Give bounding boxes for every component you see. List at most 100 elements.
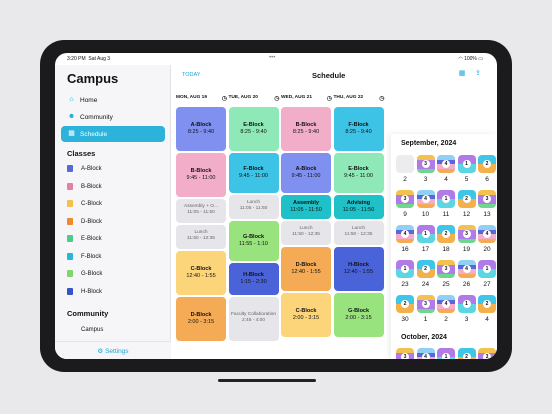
house-icon: ⌂	[69, 96, 74, 103]
calendar-day-cell[interactable]: 1	[457, 155, 476, 173]
calendar-day-cell[interactable]: 4	[457, 260, 476, 278]
schedule-block[interactable]: G-Block 2:00 - 3:15	[333, 293, 384, 337]
schedule-block[interactable]: Lunch 11:50 - 12:35	[176, 225, 226, 249]
calendar-day-cell[interactable]: 3	[437, 260, 455, 278]
schedule-block[interactable]: C-Block 2:00 - 3:15	[281, 293, 331, 337]
calendar-day-cell[interactable]: 4	[416, 190, 435, 208]
calendar-day-cell[interactable]: 3	[478, 190, 496, 208]
calendar-date: 26	[462, 281, 471, 288]
calendar-day-cell[interactable]: 3	[457, 225, 476, 243]
schedule-block[interactable]: D-Block 2:00 - 3:15	[176, 297, 226, 341]
schedule-block[interactable]: C-Block 12:40 - 1:55	[176, 251, 226, 295]
calendar-day-cell[interactable]: 2	[478, 295, 496, 313]
clock-icon[interactable]: ◷	[274, 96, 280, 102]
today-button[interactable]: TODAY	[182, 72, 201, 78]
calendar-date: 3	[464, 316, 469, 323]
calendar-day-cell[interactable]: 3	[478, 348, 496, 359]
sidebar-class-e-block[interactable]: E-Block	[67, 233, 163, 245]
calendar-day-cell[interactable]: 2	[457, 190, 476, 208]
sidebar-class-a-block[interactable]: A-Block	[67, 163, 163, 175]
calendar-date: 20	[483, 246, 491, 253]
schedule-block[interactable]: Advising 11:05 - 11:50	[333, 195, 384, 219]
calendar-day-cell[interactable]: 4	[478, 225, 496, 243]
calendar-day-cell[interactable]: 3	[396, 190, 414, 208]
clock-icon[interactable]: ◷	[221, 96, 227, 102]
calendar-day-cell[interactable]: 4	[416, 348, 435, 359]
rotation-day-number: 4	[421, 353, 430, 359]
day-column: TUE, AUG 20 ◷ E-Block 8:25 - 9:40 F-Block 9:4…	[228, 95, 280, 359]
schedule-block[interactable]: E-Block 8:25 - 9:40	[228, 107, 279, 151]
sidebar-class-g-block[interactable]: G-Block	[67, 268, 163, 280]
schedule-block[interactable]: B-Block 8:25 - 9:40	[281, 107, 331, 151]
schedule-block[interactable]: Lunch 11:05 - 11:50	[228, 195, 279, 219]
schedule-block[interactable]: F-Block 8:25 - 9:40	[333, 107, 384, 151]
clock-icon[interactable]: ◷	[379, 96, 385, 102]
calendar-toggle-icon[interactable]: ▦	[458, 70, 466, 77]
calendar-day-cell[interactable]	[396, 155, 414, 173]
calendar-day-cell[interactable]: 2	[457, 348, 476, 359]
nav-schedule[interactable]: ▦ Schedule	[61, 126, 165, 142]
status-battery: ◠ 100% ▭	[458, 56, 483, 62]
schedule-block[interactable]: Assembly + O... 11:05 - 11:50	[176, 199, 226, 223]
schedule-block[interactable]: G-Block 11:55 - 1:10	[228, 221, 279, 261]
sidebar-class-f-block[interactable]: F-Block	[67, 251, 163, 263]
calendar-day-cell[interactable]: 1	[396, 260, 414, 278]
calendar-day-cell[interactable]: 4	[437, 295, 455, 313]
clock-icon[interactable]: ◷	[326, 96, 332, 102]
calendar-icon: ▦	[68, 130, 75, 137]
block-name: G-Block	[242, 234, 265, 240]
sidebar: Campus ⌂ Home ☻ Community ▦ Schedule Cla…	[55, 65, 171, 359]
calendar-day-cell[interactable]: 4	[396, 225, 414, 243]
block-name: Assembly + O...	[184, 204, 218, 209]
schedule-block[interactable]: F-Block 9:45 - 11:00	[228, 153, 279, 193]
calendar-date: 9	[403, 211, 407, 218]
calendar-date: 25	[442, 281, 450, 288]
schedule-block[interactable]: D-Block 12:40 - 1:55	[281, 247, 331, 291]
calendar-day-cell[interactable]: 1	[478, 260, 496, 278]
sidebar-class-h-block[interactable]: H-Block	[67, 286, 163, 298]
multitask-dots[interactable]: •••	[269, 55, 276, 61]
schedule-block[interactable]: H-Block 12:40 - 1:55	[333, 247, 384, 291]
nav-community[interactable]: ☻ Community	[67, 113, 113, 121]
schedule-block[interactable]: Lunch 11:50 - 12:35	[333, 221, 384, 245]
schedule-block[interactable]: H-Block 1:15 - 2:30	[228, 263, 279, 295]
settings-button[interactable]: ⚙ Settings	[97, 348, 129, 355]
schedule-block[interactable]: A-Block 9:45 - 11:00	[281, 153, 331, 193]
schedule-block[interactable]: B-Block 9:45 - 11:00	[176, 153, 226, 197]
status-time: 3:20 PM Sat Aug 3	[67, 56, 111, 62]
calendar-day-cell[interactable]: 1	[416, 225, 435, 243]
calendar-day-cell[interactable]: 1	[437, 190, 455, 208]
community-item-campus[interactable]: Campus	[81, 327, 104, 333]
calendar-day-cell[interactable]: 2	[478, 155, 496, 173]
calendar-day-cell[interactable]: 3	[396, 348, 414, 359]
sidebar-class-b-block[interactable]: B-Block	[67, 181, 163, 193]
rotation-day-number: 2	[442, 230, 450, 238]
block-time: 9:45 - 11:00	[291, 173, 321, 179]
book-icon	[67, 287, 73, 295]
schedule-block[interactable]: A-Block 8:25 - 9:40	[176, 107, 226, 151]
block-name: Faculty Collaboration	[230, 312, 277, 317]
calendar-day-cell[interactable]: 4	[437, 155, 455, 173]
rotation-day-number: 2	[421, 265, 430, 273]
share-icon[interactable]: ⇪	[475, 70, 481, 77]
calendar-day-cell[interactable]: 2	[396, 295, 414, 313]
calendar-day-cell[interactable]: 2	[416, 260, 435, 278]
schedule-block[interactable]: Assembly 11:05 - 11:50	[281, 195, 331, 219]
block-time: 2:00 - 3:15	[345, 315, 372, 321]
schedule-block[interactable]: E-Block 9:45 - 11:00	[333, 153, 384, 193]
calendar-date: 11	[442, 211, 450, 218]
calendar-day-cell[interactable]: 1	[457, 295, 476, 313]
rotation-day-number: 4	[483, 230, 491, 238]
book-icon	[67, 270, 73, 277]
nav-home[interactable]: ⌂ Home	[61, 92, 165, 108]
calendar-day-cell[interactable]: 2	[437, 225, 455, 243]
sidebar-class-c-block[interactable]: C-Block	[67, 198, 163, 210]
schedule-block[interactable]: Lunch 11:50 - 12:35	[281, 221, 331, 245]
schedule-block[interactable]: Faculty Collaboration 2:45 - 4:00	[228, 297, 279, 341]
calendar-day-cell[interactable]: 1	[437, 348, 455, 359]
rotation-day-number: 2	[462, 195, 471, 203]
calendar-day-cell[interactable]: 3	[416, 295, 435, 313]
rotation-day-number: 1	[442, 353, 450, 359]
calendar-day-cell[interactable]: 3	[416, 155, 435, 173]
sidebar-class-d-block[interactable]: D-Block	[67, 216, 163, 228]
